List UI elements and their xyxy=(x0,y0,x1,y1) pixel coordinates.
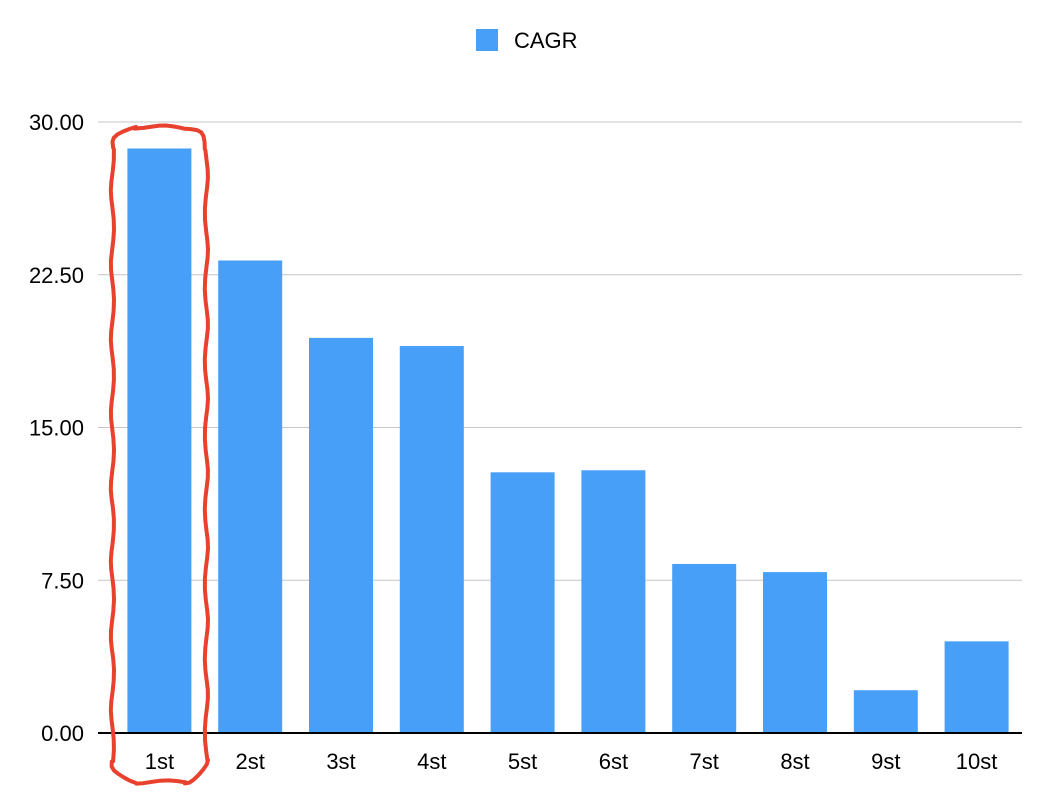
x-axis-tick-labels: 1st 2st 3st 4st 5st 6st 7st 8st 9st 10st xyxy=(145,749,998,774)
y-tick-label: 30.00 xyxy=(29,110,84,135)
x-tick-label: 6st xyxy=(599,749,628,774)
y-axis-tick-labels: 0.00 7.50 15.00 22.50 30.00 xyxy=(29,110,84,746)
legend: CAGR xyxy=(476,28,578,53)
bar-6st xyxy=(581,470,646,733)
bar-2st xyxy=(218,260,283,733)
highlight-outline xyxy=(108,123,210,786)
legend-swatch xyxy=(476,29,498,51)
x-tick-label: 4st xyxy=(417,749,446,774)
bar-3st xyxy=(309,337,373,733)
x-tick-label: 9st xyxy=(871,749,900,774)
bar-1st xyxy=(127,148,192,733)
bar-9st xyxy=(853,690,918,733)
x-tick-label: 5st xyxy=(508,749,537,774)
x-tick-label: 7st xyxy=(690,749,719,774)
bar-10st xyxy=(944,641,1009,733)
x-tick-label: 3st xyxy=(326,749,355,774)
x-tick-label: 10st xyxy=(956,749,998,774)
y-tick-label: 15.00 xyxy=(29,416,84,441)
legend-label: CAGR xyxy=(514,28,578,53)
bar-4st xyxy=(399,346,464,733)
y-tick-label: 0.00 xyxy=(41,721,84,746)
bar-8st xyxy=(763,572,827,733)
bar-5st xyxy=(490,472,555,733)
y-tick-label: 7.50 xyxy=(41,568,84,593)
x-tick-label: 2st xyxy=(236,749,265,774)
bar-7st xyxy=(672,563,737,733)
x-tick-label: 1st xyxy=(145,749,174,774)
x-tick-label: 8st xyxy=(780,749,809,774)
y-tick-label: 22.50 xyxy=(29,263,84,288)
bars xyxy=(127,148,1009,733)
